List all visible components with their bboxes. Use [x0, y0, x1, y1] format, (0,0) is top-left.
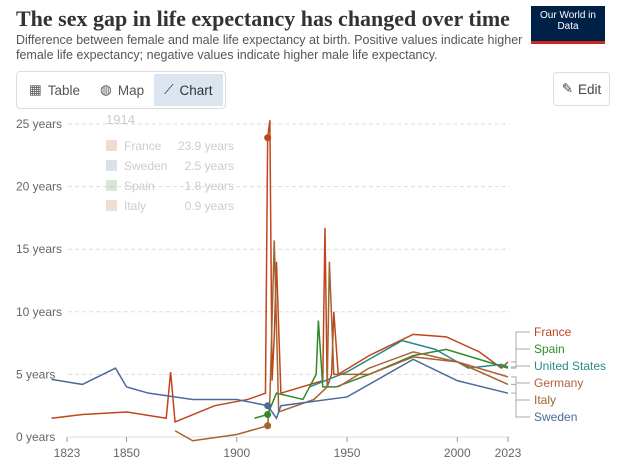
series-label: Germany	[534, 376, 583, 390]
tooltip-series: Sweden	[124, 159, 167, 173]
x-tick-label: 2000	[444, 446, 471, 460]
pencil-icon: ✎	[561, 81, 574, 96]
y-tick-label: 0 years	[16, 430, 55, 444]
owid-logo[interactable]: Our World in Data	[531, 6, 605, 44]
tooltip-swatch	[106, 160, 117, 171]
chart-subtitle: Difference between female and male life …	[16, 33, 523, 62]
y-tick-label: 25 years	[16, 117, 62, 131]
tooltip-series: Italy	[124, 199, 146, 213]
label-connector	[511, 392, 530, 418]
y-tick-label: 5 years	[16, 367, 55, 381]
tooltip-swatch	[106, 140, 117, 151]
tooltip-value: 0.9 years	[185, 199, 234, 213]
x-tick-label: 1823	[54, 446, 81, 460]
edit-button[interactable]: ✎ Edit	[553, 72, 610, 106]
series-line-spain	[254, 320, 509, 419]
series-line-united-states	[309, 339, 509, 388]
hover-point	[264, 402, 272, 410]
series-label: France	[534, 325, 572, 339]
hover-point	[264, 422, 272, 430]
tooltip-value: 1.8 years	[185, 179, 234, 193]
y-tick-label: 15 years	[16, 242, 62, 256]
tooltip-series: Spain	[124, 179, 155, 193]
tooltip-year: 1914	[106, 112, 135, 127]
hover-point	[264, 410, 272, 418]
x-tick-label: 1850	[113, 446, 140, 460]
x-tick-label: 1900	[223, 446, 250, 460]
tooltip-series: France	[124, 139, 162, 153]
globe-icon: ◍	[100, 82, 112, 97]
tooltip-value: 2.5 years	[185, 159, 234, 173]
table-icon: ▦	[29, 82, 42, 97]
tab-map[interactable]: ◍ Map	[100, 82, 145, 98]
series-label: Italy	[534, 393, 556, 407]
series-line-france	[51, 120, 509, 424]
y-tick-label: 10 years	[16, 305, 62, 319]
series-label: Spain	[534, 342, 565, 356]
series-line-italy	[174, 240, 509, 442]
tooltip-value: 23.9 years	[178, 139, 234, 153]
line-chart-icon: ⟋	[164, 82, 174, 97]
label-connector	[511, 348, 530, 369]
series-label: United States	[534, 359, 606, 373]
series-label: Sweden	[534, 410, 577, 424]
view-tabs: ▦ Table ◍ Map ⟋ Chart	[16, 71, 226, 109]
hover-point	[264, 134, 272, 142]
label-connector	[511, 383, 530, 401]
label-connector	[511, 376, 530, 384]
series-line-sweden	[51, 358, 509, 420]
y-tick-label: 20 years	[16, 180, 62, 194]
x-tick-label: 2023	[495, 446, 522, 460]
tab-table[interactable]: ▦ Table	[29, 82, 81, 98]
label-connector	[511, 365, 530, 368]
label-connector	[511, 331, 530, 363]
x-tick-label: 1950	[334, 446, 361, 460]
chart-title: The sex gap in life expectancy has chang…	[16, 6, 510, 31]
tooltip-swatch	[106, 180, 117, 191]
series-line-germany	[337, 351, 509, 388]
tab-chart[interactable]: ⟋ Chart	[154, 74, 223, 106]
tooltip-swatch	[106, 200, 117, 211]
